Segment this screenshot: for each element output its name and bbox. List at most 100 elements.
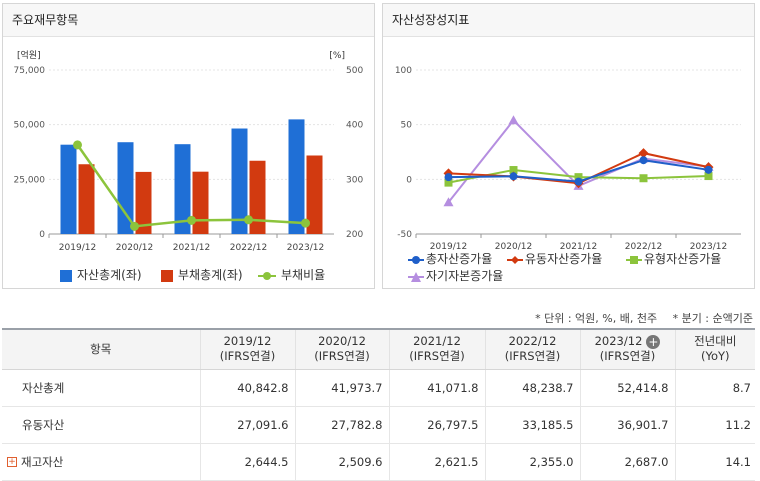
table-row: 자산총계 40,842.8 41,973.7 41,071.8 48,238.7… xyxy=(2,369,755,407)
x-tick-label: 2022/12 xyxy=(625,242,662,250)
series-point xyxy=(639,174,648,183)
legend-label-tangible-growth: 유형자산증가율 xyxy=(644,252,722,266)
cell: 41,071.8 xyxy=(388,369,485,407)
y-tick-label: 100 xyxy=(395,66,412,76)
legend-label-asset: 자산총계(좌) xyxy=(77,268,142,282)
series-line xyxy=(447,118,709,203)
cell: 48,238.7 xyxy=(484,369,580,407)
row-label: 자산총계 xyxy=(2,369,200,407)
header-yoy: 전년대비 (YoY) xyxy=(674,329,755,370)
table-row: + 재고자산 2,644.5 2,509.6 2,621.5 2,355.0 2,… xyxy=(2,443,755,481)
legend-swatch-equity-growth xyxy=(408,271,424,282)
ratio-line xyxy=(76,144,306,228)
expand-icon[interactable]: + xyxy=(7,457,17,467)
bar-debt xyxy=(78,164,95,234)
x-tick-label: 2022/12 xyxy=(230,243,267,253)
y-left-unit: [억원] xyxy=(17,49,41,61)
y-right-tick-label: 300 xyxy=(346,175,363,185)
legend-asset[interactable]: 자산총계(좌) xyxy=(60,266,142,283)
legend-label-current-growth: 유동자산증가율 xyxy=(525,252,603,266)
cell: 2,644.5 xyxy=(199,443,295,481)
bar-asset xyxy=(117,142,134,234)
legend-swatch-ratio xyxy=(258,271,276,280)
y-left-tick-label: 0 xyxy=(39,230,45,240)
legend-equity-growth[interactable]: 자기자본증가율 xyxy=(408,267,503,284)
x-tick-label: 2021/12 xyxy=(173,243,210,253)
row-label: + 재고자산 xyxy=(2,443,200,481)
unit-note: * 단위 : 억원, %, 배, 천주 xyxy=(535,312,658,325)
header-period: 2022/12 (IFRS연결) xyxy=(484,329,580,370)
cell-yoy: 8.7 xyxy=(674,369,755,407)
cell: 40,842.8 xyxy=(199,369,295,407)
legend-swatch-tangible-growth xyxy=(626,255,642,264)
panel-title-financial-items: 주요재무항목 xyxy=(3,4,374,37)
cell: 36,901.7 xyxy=(579,406,675,444)
x-tick-label: 2023/12 xyxy=(690,242,727,250)
y-left-tick-label: 50,000 xyxy=(14,121,46,131)
y-right-tick-label: 200 xyxy=(346,230,363,240)
ratio-point xyxy=(187,215,196,225)
cell-yoy: 11.2 xyxy=(674,406,755,444)
series-point xyxy=(704,172,713,181)
legend-ratio[interactable]: 부채비율 xyxy=(258,266,325,283)
series-point xyxy=(574,177,583,186)
quarter-note: * 분기 : 순액기준 xyxy=(672,312,753,325)
row-label: 유동자산 xyxy=(2,406,200,444)
cell: 27,091.6 xyxy=(199,406,295,444)
header-period: 2021/12 (IFRS연결) xyxy=(388,329,485,370)
x-tick-label: 2019/12 xyxy=(430,242,467,250)
header-period: 2020/12 (IFRS연결) xyxy=(294,329,389,370)
cell: 2,687.0 xyxy=(579,443,675,481)
y-right-tick-label: 400 xyxy=(346,121,363,131)
series-point xyxy=(509,166,518,175)
series-point xyxy=(509,172,518,181)
header-period: 2019/12 (IFRS연결) xyxy=(199,329,295,370)
y-right-unit: [%] xyxy=(329,51,345,61)
asset-growth-chart: 100 50 0 -50 2019/12 2020/12 2021/12 2022/12 202… xyxy=(395,66,741,250)
cell: 27,782.8 xyxy=(294,406,389,444)
legend-swatch-asset xyxy=(60,269,72,282)
ratio-point xyxy=(130,221,139,231)
series-point xyxy=(443,197,454,207)
series-point xyxy=(508,115,519,125)
table-row: 유동자산 27,091.6 27,782.8 26,797.5 33,185.5… xyxy=(2,406,755,444)
cell: 2,621.5 xyxy=(388,443,485,481)
y-right-tick-label: 500 xyxy=(346,66,363,76)
legend-label-equity-growth: 자기자본증가율 xyxy=(426,269,504,283)
cell: 2,509.6 xyxy=(294,443,389,481)
x-tick-label: 2021/12 xyxy=(560,242,597,250)
bar-debt xyxy=(192,171,209,234)
cell: 26,797.5 xyxy=(388,406,485,444)
bar-asset xyxy=(288,119,305,234)
y-tick-label: -50 xyxy=(397,230,412,240)
asset-growth-panel: 자산성장성지표 100 50 0 -50 2019/12 2020/12 2021/12 20… xyxy=(382,3,755,289)
cell: 41,973.7 xyxy=(294,369,389,407)
x-tick-label: 2020/12 xyxy=(116,243,153,253)
bar-debt xyxy=(306,155,323,234)
legend-label-debt: 부채총계(좌) xyxy=(178,268,243,282)
series-point xyxy=(639,156,648,165)
legend-current-growth[interactable]: 유동자산증가율 xyxy=(507,250,602,267)
legend-debt[interactable]: 부채총계(좌) xyxy=(161,266,243,283)
cell: 33,185.5 xyxy=(484,406,580,444)
y-tick-label: 50 xyxy=(401,121,413,131)
legend-tangible-growth[interactable]: 유형자산증가율 xyxy=(626,250,721,267)
series-point xyxy=(444,178,453,187)
financial-items-panel: 주요재무항목 [억원] [%] 75,000 50,000 25,000 0 500 400 3… xyxy=(2,3,375,289)
legend-label-ratio: 부채비율 xyxy=(281,268,326,282)
bar-asset xyxy=(60,144,77,234)
y-tick-label: 0 xyxy=(406,175,412,185)
row-label-text[interactable]: 재고자산 xyxy=(21,454,64,469)
legend-swatch-total-growth xyxy=(408,255,424,264)
x-tick-label: 2020/12 xyxy=(495,242,532,250)
legend-total-growth[interactable]: 총자산증가율 xyxy=(408,250,492,267)
series-point xyxy=(444,173,453,182)
add-period-icon[interactable]: + xyxy=(646,334,661,349)
x-tick-label: 2019/12 xyxy=(59,243,96,253)
legend-label-total-growth: 총자산증가율 xyxy=(426,252,493,266)
table-notes: * 단위 : 억원, %, 배, 천주 * 분기 : 순액기준 xyxy=(0,310,753,326)
bar-debt xyxy=(249,160,266,234)
table-header-row: 항목 2019/12 (IFRS연결) 2020/12 (IFRS연결) 2021/… xyxy=(2,329,755,370)
bar-debt xyxy=(135,171,152,234)
bar-asset xyxy=(231,128,248,234)
